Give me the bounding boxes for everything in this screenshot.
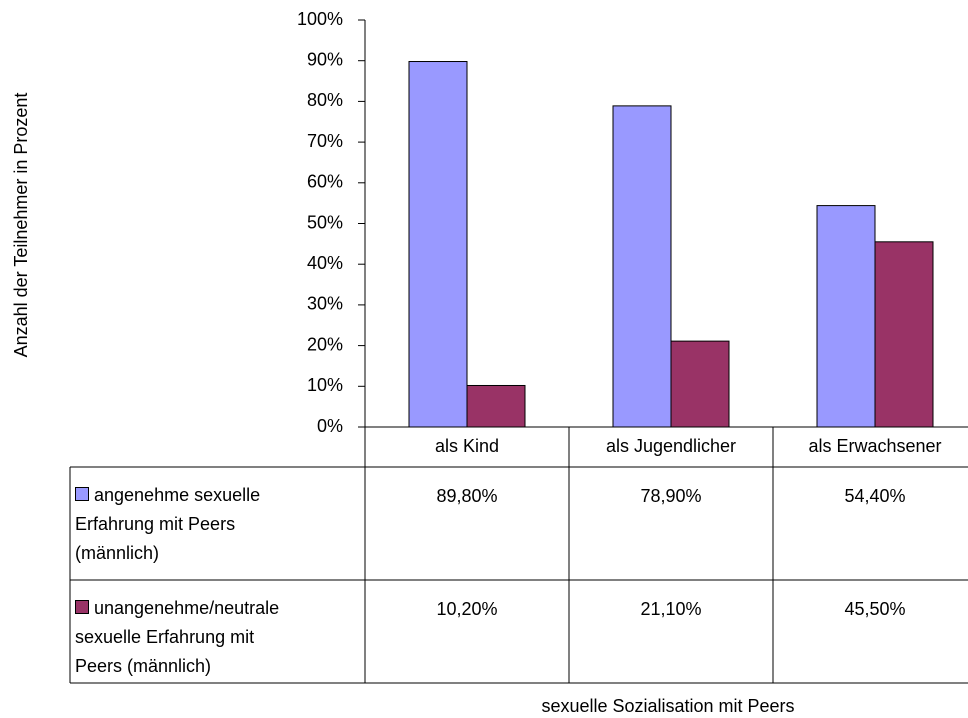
bar (408, 61, 468, 428)
legend-swatch (75, 600, 89, 614)
legend-label: unangenehme/neutrale sexuelle Erfahrung … (75, 598, 280, 676)
table-value: 78,90% (640, 486, 701, 506)
bar (670, 340, 730, 428)
bar (874, 241, 934, 428)
x-axis-label: sexuelle Sozialisation mit Peers (541, 696, 794, 716)
legend-label: angenehme sexuelle Erfahrung mit Peers (… (75, 485, 261, 563)
y-tick-label: 30% (307, 294, 343, 314)
legend-entry: angenehme sexuelle Erfahrung mit Peers (… (75, 481, 300, 568)
y-tick-label: 60% (307, 172, 343, 192)
y-tick-label: 10% (307, 375, 343, 395)
x-tick-label: als Jugendlicher (606, 436, 736, 456)
y-tick-label: 0% (317, 416, 343, 436)
table-value: 10,20% (436, 599, 497, 619)
table-value: 54,40% (844, 486, 905, 506)
y-axis-label: Anzahl der Teilnehmer in Prozent (11, 93, 31, 358)
y-tick-label: 70% (307, 131, 343, 151)
y-tick-label: 80% (307, 90, 343, 110)
x-tick-label: als Kind (435, 436, 499, 456)
bar (816, 205, 876, 428)
bar (612, 105, 672, 428)
y-tick-label: 40% (307, 253, 343, 273)
y-tick-label: 90% (307, 49, 343, 69)
legend-swatch (75, 487, 89, 501)
x-tick-label: als Erwachsener (808, 436, 941, 456)
y-tick-label: 50% (307, 212, 343, 232)
legend-entry: unangenehme/neutrale sexuelle Erfahrung … (75, 594, 300, 681)
table-value: 21,10% (640, 599, 701, 619)
table-value: 89,80% (436, 486, 497, 506)
y-tick-label: 20% (307, 334, 343, 354)
y-tick-label: 100% (297, 9, 343, 29)
bar (466, 384, 526, 428)
table-value: 45,50% (844, 599, 905, 619)
